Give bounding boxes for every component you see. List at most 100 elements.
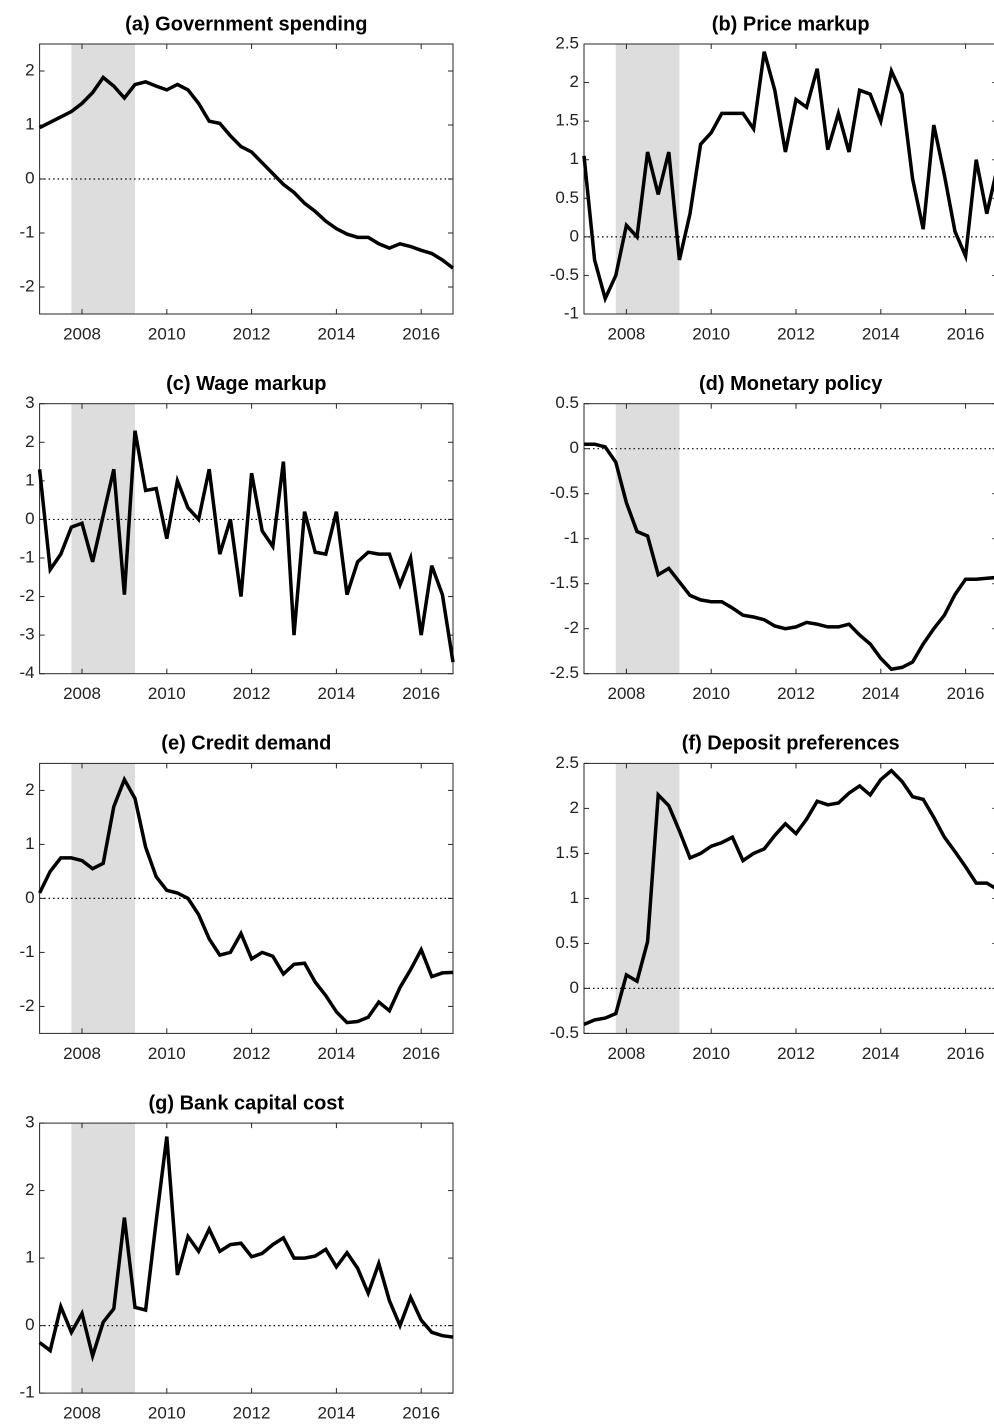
y-tick-label: -1 [19,942,34,961]
y-tick-label: -1 [19,547,34,566]
x-tick-label: 2008 [63,1044,101,1063]
x-tick-label: 2008 [607,324,645,343]
y-tick-label: 2 [25,60,34,79]
y-tick-label: 2 [25,780,34,799]
panel-title: (e) Credit demand [161,733,331,755]
x-tick-label: 2012 [233,1044,271,1063]
x-tick-label: 2016 [947,1044,985,1063]
x-tick-label: 2014 [317,1404,355,1423]
y-tick-label: 2 [570,72,579,91]
x-tick-label: 2010 [148,1044,186,1063]
y-tick-label: 0 [25,509,34,528]
y-tick-label: -1.5 [550,573,579,592]
x-tick-label: 2016 [947,684,985,703]
y-tick-label: 0 [570,438,579,457]
x-tick-label: 2014 [862,684,900,703]
y-tick-label: 2.5 [555,753,579,772]
y-tick-label: -0.5 [550,483,579,502]
x-tick-label: 2008 [607,1044,645,1063]
x-tick-label: 2014 [317,1044,355,1063]
series-line [38,1136,454,1363]
y-tick-label: 0.5 [555,188,579,207]
x-tick-label: 2016 [402,324,440,343]
recession-shade [71,1123,135,1394]
x-tick-label: 2012 [233,1404,271,1423]
y-tick-label: 2 [25,432,34,451]
axes-box [583,43,994,315]
y-tick-label: -2 [19,586,34,605]
x-tick-label: 2012 [777,324,815,343]
y-tick-label: -3 [19,625,34,644]
panel-title: (g) Bank capital cost [148,1092,344,1114]
panel-title: (d) Monetary policy [699,373,883,395]
y-tick-label: 1 [570,149,579,168]
x-tick-label: 2012 [233,684,271,703]
y-tick-label: 0.5 [555,393,579,412]
y-tick-label: -1 [564,303,579,322]
y-tick-label: 3 [25,393,34,412]
y-tick-label: 2 [25,1180,34,1199]
x-tick-label: 2010 [148,1404,186,1423]
x-tick-label: 2010 [692,1044,730,1063]
series-line [584,442,994,672]
x-tick-label: 2016 [402,1044,440,1063]
series-line [582,51,994,304]
recession-shade [71,403,135,674]
y-tick-label: 0 [25,168,34,187]
y-tick-label: -1 [19,1383,34,1402]
y-tick-label: 2 [570,798,579,817]
axes-box [39,403,454,675]
series-line [38,775,454,1025]
y-tick-label: -0.5 [550,265,579,284]
y-tick-label: 0 [25,888,34,907]
panel-title: (b) Price markup [712,13,870,35]
x-tick-label: 2014 [862,1044,900,1063]
y-tick-label: -0.5 [550,1023,579,1042]
panel-title: (f) Deposit preferences [682,733,900,755]
x-tick-label: 2016 [402,684,440,703]
x-tick-label: 2008 [607,684,645,703]
y-tick-label: 0 [570,978,579,997]
series-line [583,768,994,1027]
x-tick-label: 2014 [317,324,355,343]
x-tick-label: 2010 [692,684,730,703]
x-tick-label: 2016 [402,1404,440,1423]
y-tick-label: 1 [25,1248,34,1267]
x-tick-label: 2012 [777,1044,815,1063]
series-line [38,74,455,270]
y-tick-label: 0.5 [555,933,579,952]
y-tick-label: 2.5 [555,33,579,52]
y-tick-label: 1 [25,470,34,489]
x-tick-label: 2008 [63,324,101,343]
y-tick-label: 1 [570,888,579,907]
x-tick-label: 2012 [233,324,271,343]
y-tick-label: 0 [25,1315,34,1334]
y-tick-label: 1 [25,114,34,133]
y-tick-label: -2 [19,996,34,1015]
x-tick-label: 2012 [777,684,815,703]
recession-shade [615,763,680,1034]
x-tick-label: 2008 [63,684,101,703]
y-tick-label: -1 [564,528,579,547]
y-tick-label: -2 [19,276,34,295]
y-tick-label: 1 [25,834,34,853]
y-tick-label: 0 [570,226,579,245]
y-tick-label: -2.5 [550,663,579,682]
x-tick-label: 2014 [862,324,900,343]
x-tick-label: 2010 [692,324,730,343]
y-tick-label: 1.5 [555,111,579,130]
x-tick-label: 2014 [317,684,355,703]
x-tick-label: 2008 [63,1404,101,1423]
x-tick-label: 2010 [148,684,186,703]
x-tick-label: 2010 [148,324,186,343]
y-tick-label: -4 [19,663,34,682]
y-tick-label: -2 [564,618,579,637]
series-line [37,430,455,663]
y-tick-label: 1.5 [555,843,579,862]
panel-title: (c) Wage markup [166,373,326,395]
y-tick-label: 3 [25,1113,34,1132]
x-tick-label: 2016 [947,324,985,343]
recession-shade [615,44,680,314]
panel-title: (a) Government spending [125,13,367,35]
